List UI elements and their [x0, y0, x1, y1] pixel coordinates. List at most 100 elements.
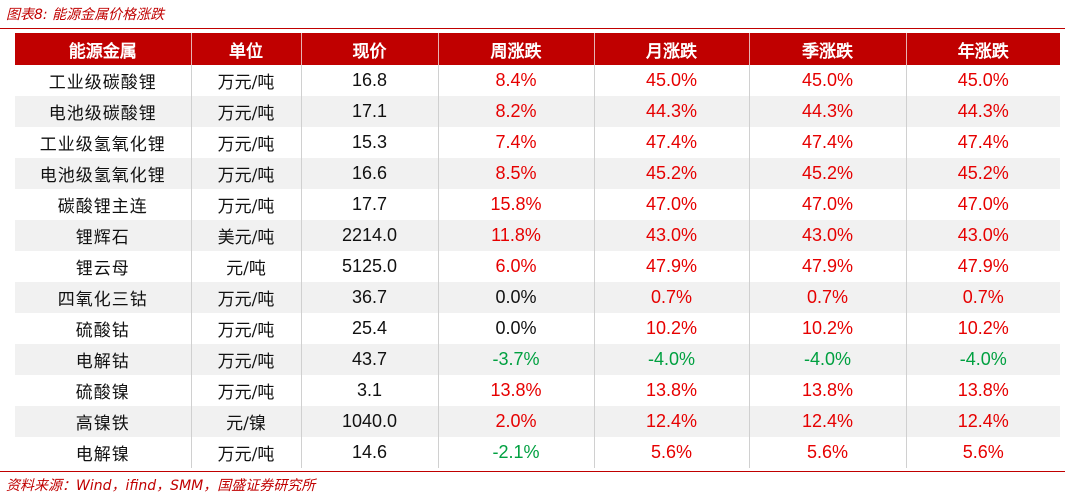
- price-cell: 36.7: [301, 282, 439, 313]
- unit-cell: 万元/吨: [191, 282, 302, 313]
- price-cell: 43.7: [301, 344, 439, 375]
- table-row: 工业级碳酸锂 万元/吨 16.8 8.4% 45.0% 45.0% 45.0%: [15, 65, 1060, 96]
- price-cell: 25.4: [301, 313, 439, 344]
- monthly-change-cell: 13.8%: [594, 375, 750, 406]
- figure-caption: 图表8: 能源金属价格涨跌: [6, 7, 165, 23]
- yearly-change-cell: 47.4%: [906, 127, 1060, 158]
- unit-cell: 美元/吨: [191, 220, 302, 251]
- weekly-change-cell: 15.8%: [438, 189, 595, 220]
- monthly-change-cell: -4.0%: [594, 344, 750, 375]
- yearly-change-cell: 13.8%: [906, 375, 1060, 406]
- weekly-change-cell: -3.7%: [438, 344, 595, 375]
- metal-name-cell: 电解镍: [15, 437, 192, 468]
- metal-name-cell: 四氧化三钴: [15, 282, 192, 313]
- quarterly-change-cell: 10.2%: [749, 313, 907, 344]
- weekly-change-cell: -2.1%: [438, 437, 595, 468]
- metal-name-cell: 工业级氢氧化锂: [15, 127, 192, 158]
- source-note: 资料来源：Wind，ifind，SMM，国盛证券研究所: [6, 478, 316, 494]
- header-row: 能源金属 单位 现价 周涨跌 月涨跌 季涨跌 年涨跌: [15, 33, 1060, 65]
- price-cell: 3.1: [301, 375, 439, 406]
- weekly-change-cell: 8.5%: [438, 158, 595, 189]
- price-cell: 15.3: [301, 127, 439, 158]
- quarterly-change-cell: -4.0%: [749, 344, 907, 375]
- unit-cell: 元/镍: [191, 406, 302, 437]
- header-monthly-change: 月涨跌: [594, 33, 750, 65]
- unit-cell: 万元/吨: [191, 189, 302, 220]
- quarterly-change-cell: 44.3%: [749, 96, 907, 127]
- quarterly-change-cell: 12.4%: [749, 406, 907, 437]
- weekly-change-cell: 6.0%: [438, 251, 595, 282]
- unit-cell: 万元/吨: [191, 127, 302, 158]
- unit-cell: 万元/吨: [191, 96, 302, 127]
- price-cell: 16.8: [301, 65, 439, 96]
- quarterly-change-cell: 13.8%: [749, 375, 907, 406]
- header-yearly-change: 年涨跌: [906, 33, 1060, 65]
- weekly-change-cell: 7.4%: [438, 127, 595, 158]
- unit-cell: 万元/吨: [191, 344, 302, 375]
- quarterly-change-cell: 5.6%: [749, 437, 907, 468]
- metal-name-cell: 电池级碳酸锂: [15, 96, 192, 127]
- price-cell: 14.6: [301, 437, 439, 468]
- quarterly-change-cell: 47.9%: [749, 251, 907, 282]
- weekly-change-cell: 8.2%: [438, 96, 595, 127]
- unit-cell: 万元/吨: [191, 313, 302, 344]
- weekly-change-cell: 8.4%: [438, 65, 595, 96]
- yearly-change-cell: 47.9%: [906, 251, 1060, 282]
- weekly-change-cell: 0.0%: [438, 282, 595, 313]
- table-row: 电解钴 万元/吨 43.7 -3.7% -4.0% -4.0% -4.0%: [15, 344, 1060, 375]
- yearly-change-cell: 43.0%: [906, 220, 1060, 251]
- quarterly-change-cell: 47.0%: [749, 189, 907, 220]
- table-row: 电池级碳酸锂 万元/吨 17.1 8.2% 44.3% 44.3% 44.3%: [15, 96, 1060, 127]
- price-cell: 16.6: [301, 158, 439, 189]
- metal-name-cell: 电解钴: [15, 344, 192, 375]
- unit-cell: 元/吨: [191, 251, 302, 282]
- monthly-change-cell: 5.6%: [594, 437, 750, 468]
- metal-name-cell: 碳酸锂主连: [15, 189, 192, 220]
- monthly-change-cell: 10.2%: [594, 313, 750, 344]
- price-cell: 2214.0: [301, 220, 439, 251]
- yearly-change-cell: 44.3%: [906, 96, 1060, 127]
- monthly-change-cell: 12.4%: [594, 406, 750, 437]
- yearly-change-cell: 45.0%: [906, 65, 1060, 96]
- yearly-change-cell: -4.0%: [906, 344, 1060, 375]
- header-weekly-change: 周涨跌: [438, 33, 595, 65]
- table-row: 锂云母 元/吨 5125.0 6.0% 47.9% 47.9% 47.9%: [15, 251, 1060, 282]
- weekly-change-cell: 11.8%: [438, 220, 595, 251]
- monthly-change-cell: 45.0%: [594, 65, 750, 96]
- monthly-change-cell: 44.3%: [594, 96, 750, 127]
- quarterly-change-cell: 45.2%: [749, 158, 907, 189]
- metal-name-cell: 锂云母: [15, 251, 192, 282]
- table-row: 锂辉石 美元/吨 2214.0 11.8% 43.0% 43.0% 43.0%: [15, 220, 1060, 251]
- yearly-change-cell: 47.0%: [906, 189, 1060, 220]
- source-divider: [0, 471, 1065, 472]
- header-price: 现价: [301, 33, 439, 65]
- quarterly-change-cell: 47.4%: [749, 127, 907, 158]
- header-quarterly-change: 季涨跌: [749, 33, 907, 65]
- table-row: 硫酸钴 万元/吨 25.4 0.0% 10.2% 10.2% 10.2%: [15, 313, 1060, 344]
- metal-name-cell: 硫酸钴: [15, 313, 192, 344]
- table-row: 高镍铁 元/镍 1040.0 2.0% 12.4% 12.4% 12.4%: [15, 406, 1060, 437]
- price-cell: 17.7: [301, 189, 439, 220]
- unit-cell: 万元/吨: [191, 375, 302, 406]
- table-row: 硫酸镍 万元/吨 3.1 13.8% 13.8% 13.8% 13.8%: [15, 375, 1060, 406]
- quarterly-change-cell: 0.7%: [749, 282, 907, 313]
- monthly-change-cell: 47.9%: [594, 251, 750, 282]
- header-metal: 能源金属: [15, 33, 192, 65]
- price-cell: 1040.0: [301, 406, 439, 437]
- table-body: 工业级碳酸锂 万元/吨 16.8 8.4% 45.0% 45.0% 45.0% 电池级碳酸锂万…: [15, 65, 1060, 468]
- table-row: 电解镍 万元/吨 14.6 -2.1% 5.6% 5.6% 5.6%: [15, 437, 1060, 468]
- monthly-change-cell: 45.2%: [594, 158, 750, 189]
- monthly-change-cell: 47.4%: [594, 127, 750, 158]
- weekly-change-cell: 13.8%: [438, 375, 595, 406]
- unit-cell: 万元/吨: [191, 437, 302, 468]
- metal-name-cell: 硫酸镍: [15, 375, 192, 406]
- caption-divider: [0, 28, 1065, 29]
- monthly-change-cell: 43.0%: [594, 220, 750, 251]
- yearly-change-cell: 10.2%: [906, 313, 1060, 344]
- metal-name-cell: 电池级氢氧化锂: [15, 158, 192, 189]
- quarterly-change-cell: 43.0%: [749, 220, 907, 251]
- table-row: 四氧化三钴 万元/吨 36.7 0.0% 0.7% 0.7% 0.7%: [15, 282, 1060, 313]
- price-cell: 5125.0: [301, 251, 439, 282]
- energy-metal-price-table: 能源金属 单位 现价 周涨跌 月涨跌 季涨跌 年涨跌 工业级碳酸锂 万元/吨 16.…: [15, 33, 1060, 468]
- quarterly-change-cell: 45.0%: [749, 65, 907, 96]
